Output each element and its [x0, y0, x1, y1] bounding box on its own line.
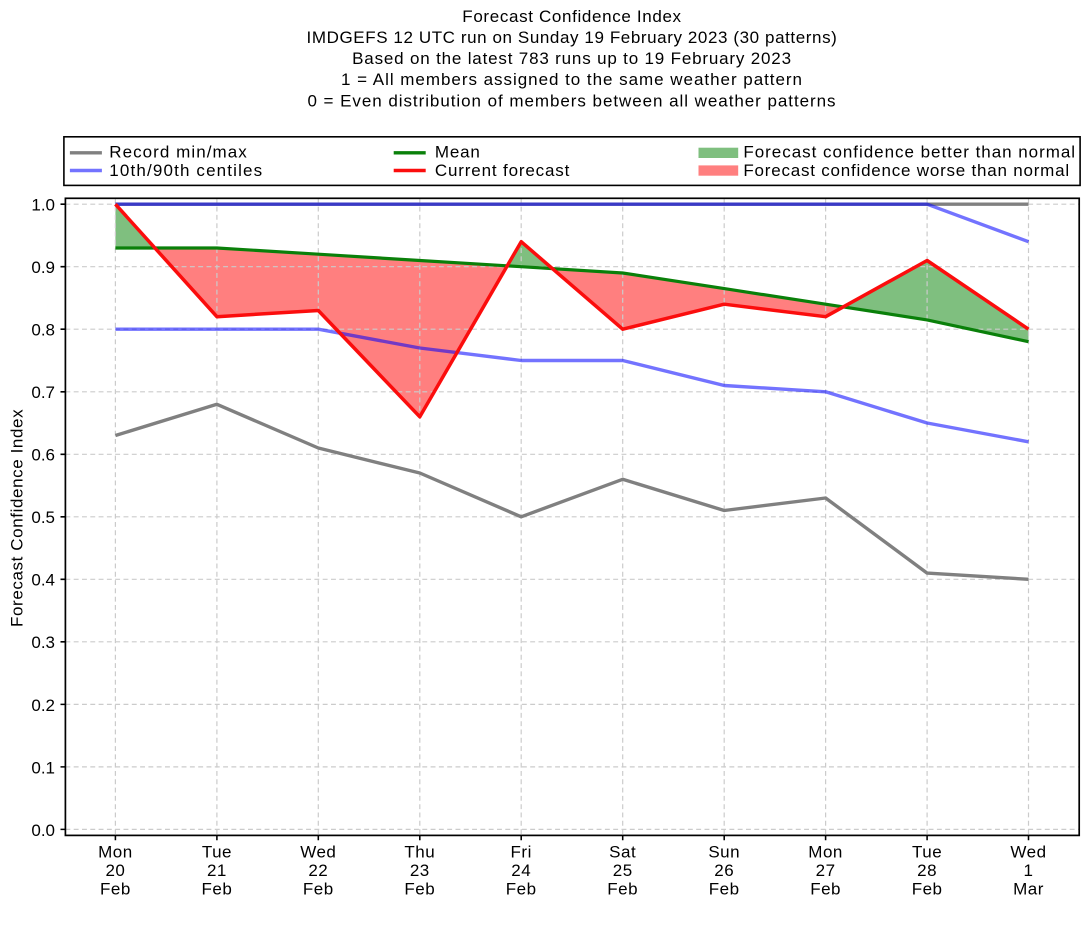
svg-text:Wed: Wed — [1010, 842, 1046, 861]
svg-text:1 = All members assigned to th: 1 = All members assigned to the same wea… — [341, 70, 803, 89]
svg-text:Forecast Confidence Index: Forecast Confidence Index — [8, 409, 27, 627]
svg-text:Tue: Tue — [202, 842, 232, 861]
svg-text:10th/90th centiles: 10th/90th centiles — [109, 161, 263, 180]
svg-text:Forecast Confidence Index: Forecast Confidence Index — [462, 7, 681, 26]
svg-text:Record min/max: Record min/max — [109, 142, 247, 161]
svg-text:22: 22 — [308, 861, 328, 880]
svg-text:0.4: 0.4 — [31, 571, 55, 590]
svg-text:0.9: 0.9 — [31, 258, 55, 277]
svg-text:Sat: Sat — [609, 842, 636, 861]
svg-text:Wed: Wed — [300, 842, 336, 861]
svg-text:Mar: Mar — [1013, 879, 1044, 898]
svg-text:Mon: Mon — [98, 842, 133, 861]
svg-text:Forecast confidence worse than: Forecast confidence worse than normal — [743, 161, 1070, 180]
svg-text:1.0: 1.0 — [31, 196, 55, 215]
svg-text:0.7: 0.7 — [31, 383, 55, 402]
svg-text:Feb: Feb — [202, 879, 233, 898]
svg-text:26: 26 — [714, 861, 734, 880]
svg-text:0.2: 0.2 — [31, 696, 55, 715]
svg-text:Mean: Mean — [435, 142, 481, 161]
svg-text:21: 21 — [207, 861, 227, 880]
svg-text:0.5: 0.5 — [31, 508, 55, 527]
svg-text:0.3: 0.3 — [31, 633, 55, 652]
svg-text:0.6: 0.6 — [31, 446, 55, 465]
svg-text:0.0: 0.0 — [31, 821, 55, 840]
svg-text:0.1: 0.1 — [31, 758, 55, 777]
svg-text:Feb: Feb — [912, 879, 943, 898]
svg-text:Sun: Sun — [708, 842, 740, 861]
svg-text:23: 23 — [410, 861, 430, 880]
svg-text:Forecast confidence better tha: Forecast confidence better than normal — [743, 142, 1076, 161]
svg-text:Tue: Tue — [912, 842, 942, 861]
svg-text:25: 25 — [613, 861, 633, 880]
svg-text:Mon: Mon — [808, 842, 843, 861]
svg-text:Based on the latest 783 runs u: Based on the latest 783 runs up to 19 Fe… — [352, 49, 792, 68]
svg-text:Feb: Feb — [810, 879, 841, 898]
svg-text:0 = Even distribution of membe: 0 = Even distribution of members between… — [307, 91, 836, 110]
svg-text:Feb: Feb — [506, 879, 537, 898]
svg-text:28: 28 — [917, 861, 937, 880]
svg-text:Feb: Feb — [709, 879, 740, 898]
svg-text:1: 1 — [1024, 861, 1034, 880]
svg-text:Feb: Feb — [100, 879, 131, 898]
svg-text:20: 20 — [105, 861, 125, 880]
svg-text:IMDGEFS 12 UTC run on Sunday 1: IMDGEFS 12 UTC run on Sunday 19 February… — [307, 28, 838, 47]
svg-text:Thu: Thu — [404, 842, 435, 861]
svg-text:Fri: Fri — [511, 842, 532, 861]
svg-text:Feb: Feb — [404, 879, 435, 898]
svg-text:Feb: Feb — [607, 879, 638, 898]
svg-text:24: 24 — [511, 861, 531, 880]
svg-text:27: 27 — [816, 861, 836, 880]
svg-text:Current forecast: Current forecast — [435, 161, 570, 180]
svg-text:0.8: 0.8 — [31, 321, 55, 340]
svg-text:Feb: Feb — [303, 879, 334, 898]
